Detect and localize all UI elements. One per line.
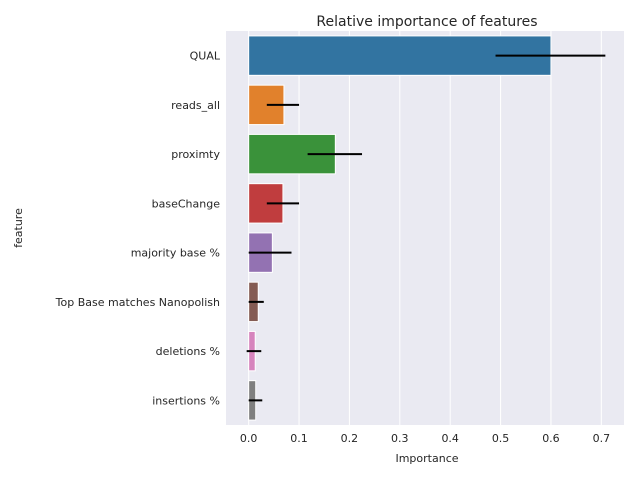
- x-tick-label: 0.2: [341, 432, 359, 445]
- y-tick-label: insertions %: [152, 394, 220, 407]
- error-bars: [246, 54, 606, 402]
- x-axis-label: Importance: [395, 452, 458, 465]
- y-tick-labels: QUAL reads_all proximty baseChange majority …: [55, 50, 221, 408]
- y-tick-label: majority base %: [131, 247, 220, 260]
- grid-lines: [248, 31, 602, 425]
- bars: [248, 35, 552, 421]
- x-tick-label: 0.3: [391, 432, 409, 445]
- y-tick-label: reads_all: [171, 99, 220, 112]
- x-tick-label: 0.7: [593, 432, 611, 445]
- y-tick-label: deletions %: [156, 345, 220, 358]
- x-tick-label: 0.6: [542, 432, 560, 445]
- y-tick-label: baseChange: [152, 197, 221, 210]
- x-tick-label: 0.1: [290, 432, 308, 445]
- y-tick-label: Top Base matches Nanopolish: [55, 296, 220, 309]
- x-tick-label: 0.0: [240, 432, 258, 445]
- x-tick-label: 0.4: [441, 432, 459, 445]
- plot-background: [226, 31, 624, 425]
- chart-title: Relative importance of features: [316, 14, 537, 30]
- y-axis-label: feature: [12, 208, 25, 248]
- x-tick-label: 0.5: [492, 432, 510, 445]
- y-tick-label: proximty: [171, 148, 220, 161]
- y-tick-label: QUAL: [190, 50, 221, 63]
- x-tick-labels: 0.0 0.1 0.2 0.3 0.4 0.5 0.6 0.7: [240, 432, 610, 445]
